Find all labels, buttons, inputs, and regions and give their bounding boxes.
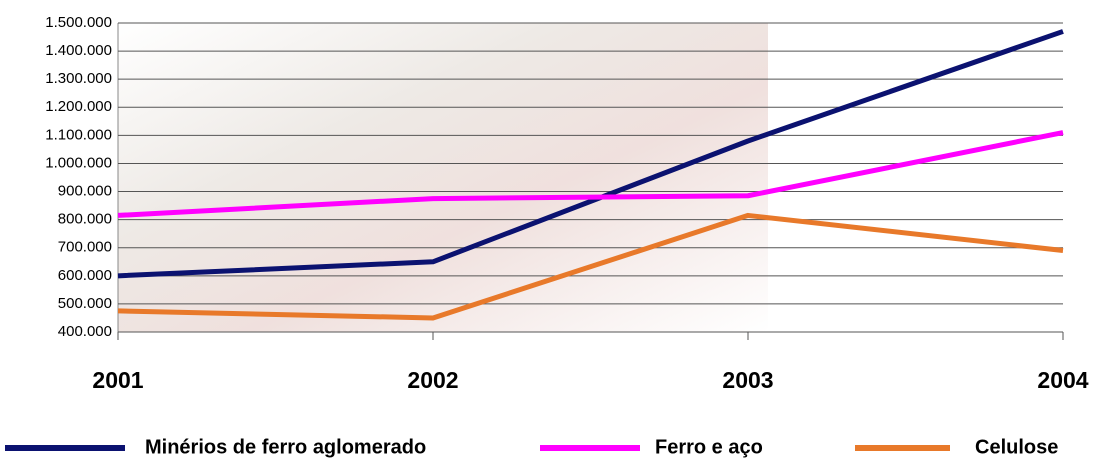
y-tick-label: 1.400.000 — [45, 42, 112, 59]
y-tick-label: 1.200.000 — [45, 98, 112, 115]
y-tick-label: 500.000 — [58, 295, 112, 312]
y-tick-label: 1.500.000 — [45, 14, 112, 31]
y-tick-label: 1.100.000 — [45, 126, 112, 143]
chart: 400.000 500.000 600.000 700.000 800.000 900.0… — [0, 0, 1097, 461]
legend-label: Ferro e aço — [655, 436, 763, 458]
x-tick-label: 2003 — [722, 367, 773, 393]
y-tick-label: 800.000 — [58, 211, 112, 228]
y-tick-label: 1.300.000 — [45, 70, 112, 87]
y-tick-label: 700.000 — [58, 239, 112, 256]
legend-label: Minérios de ferro aglomerado — [145, 436, 426, 458]
legend-label: Celulose — [975, 436, 1058, 458]
y-tick-label: 1.000.000 — [45, 154, 112, 171]
x-tick-label: 2001 — [92, 367, 143, 393]
x-tick-label: 2004 — [1037, 367, 1088, 393]
y-tick-label: 600.000 — [58, 267, 112, 284]
y-tick-label: 400.000 — [58, 323, 112, 340]
background-image — [118, 23, 768, 332]
y-tick-label: 900.000 — [58, 183, 112, 200]
x-tick-label: 2002 — [407, 367, 458, 393]
